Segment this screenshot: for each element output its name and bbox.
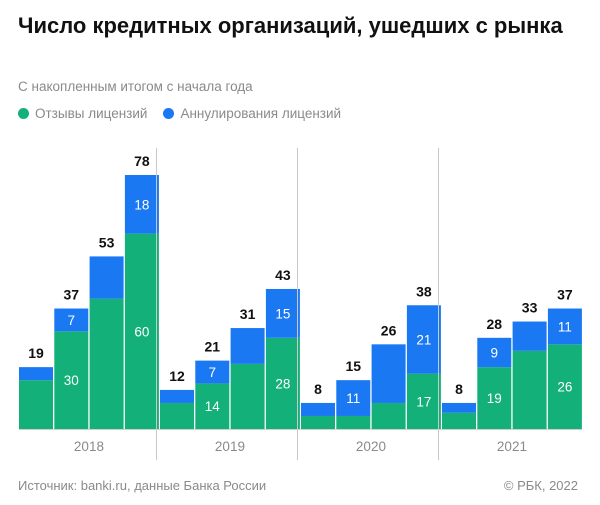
bar-annulments <box>54 308 89 332</box>
data-label-revocations: 28 <box>275 376 290 391</box>
data-label-annulments: 18 <box>134 197 149 212</box>
bar-revocations <box>477 367 512 429</box>
bar-revocations <box>160 402 194 429</box>
data-label-total: 31 <box>240 306 256 322</box>
bar-annulments <box>371 344 406 403</box>
bar-annulments <box>195 360 230 384</box>
bar-annulments <box>160 389 194 403</box>
data-label-total: 28 <box>487 316 503 332</box>
bar-revocations <box>265 337 300 429</box>
bar-revocations <box>547 344 582 429</box>
data-label-revocations: 17 <box>416 394 431 409</box>
legend: Отзывы лицензий Аннулирования лицензий <box>18 106 357 121</box>
bar-annulments <box>230 328 265 364</box>
data-label-total: 19 <box>28 345 44 361</box>
stacked-bar-chart: 19 30 7 37 53 60 18 78 2018 12 14 7 21 31 28 15 43 2019 8 1… <box>19 148 582 460</box>
bar-revocations <box>89 298 124 429</box>
legend-swatch-annulments <box>163 108 175 119</box>
data-label-total: 12 <box>169 368 185 384</box>
bar-annulments <box>265 288 300 338</box>
data-label-annulments: 7 <box>209 365 217 380</box>
data-label-annulments: 7 <box>68 313 76 328</box>
data-label-revocations: 26 <box>557 380 572 395</box>
data-label-total: 26 <box>381 322 397 338</box>
x-tick-label: 2021 <box>497 439 527 454</box>
bar-annulments <box>406 305 441 374</box>
legend-swatch-revocations <box>18 108 29 119</box>
bar-revocations <box>406 373 441 429</box>
x-tick-label: 2018 <box>74 439 104 454</box>
bar-revocations <box>512 350 547 429</box>
bar-annulments <box>19 367 53 381</box>
copyright-text: © РБК, 2022 <box>503 478 578 493</box>
chart-subtitle: С накопленным итогом с начала года <box>18 79 253 94</box>
data-label-revocations: 30 <box>64 373 79 388</box>
bar-annulments <box>477 337 512 368</box>
data-label-annulments: 15 <box>275 306 290 321</box>
data-label-total: 53 <box>99 234 115 250</box>
chart-title: Число кредитных организаций, ушедших с р… <box>18 13 563 38</box>
bar-annulments <box>336 380 371 416</box>
data-label-total: 37 <box>64 287 80 303</box>
data-label-total: 8 <box>314 381 322 397</box>
bar-annulments <box>89 256 124 299</box>
legend-item-annulments: Аннулирования лицензий <box>163 106 341 121</box>
bar-annulments <box>442 402 476 413</box>
x-tick-label: 2020 <box>356 439 386 454</box>
bar-annulments <box>124 175 159 234</box>
legend-label-revocations: Отзывы лицензий <box>35 106 148 121</box>
bar-annulments <box>547 308 582 345</box>
data-label-revocations: 14 <box>205 399 221 414</box>
bar-revocations <box>371 402 406 429</box>
data-label-annulments: 11 <box>558 319 572 334</box>
data-label-revocations: 19 <box>487 391 502 406</box>
source-text: Источник: banki.ru, данные Банка России <box>18 478 267 493</box>
bar-revocations <box>301 415 335 429</box>
data-label-total: 8 <box>455 381 463 397</box>
data-label-revocations: 60 <box>134 324 149 339</box>
bar-revocations <box>124 233 159 429</box>
bar-revocations <box>336 415 371 429</box>
data-label-total: 21 <box>205 339 221 355</box>
legend-item-revocations: Отзывы лицензий <box>18 106 147 121</box>
bar-annulments <box>512 321 547 351</box>
x-tick-label: 2019 <box>215 439 245 454</box>
bar-revocations <box>195 383 230 429</box>
data-label-total: 33 <box>522 300 538 316</box>
data-label-annulments: 11 <box>346 391 360 406</box>
data-label-total: 38 <box>416 283 432 299</box>
data-label-total: 37 <box>557 287 573 303</box>
footer: Источник: banki.ru, данные Банка России … <box>18 478 578 493</box>
bar-revocations <box>230 363 265 429</box>
bar-annulments <box>301 402 335 416</box>
bar-revocations <box>19 380 53 429</box>
data-label-annulments: 9 <box>491 345 499 360</box>
data-label-annulments: 21 <box>416 332 431 347</box>
bar-revocations <box>54 331 89 429</box>
data-label-total: 43 <box>275 267 291 283</box>
data-label-total: 15 <box>346 358 362 374</box>
bar-revocations <box>442 412 476 429</box>
data-label-total: 78 <box>134 153 150 169</box>
legend-label-annulments: Аннулирования лицензий <box>180 106 342 121</box>
